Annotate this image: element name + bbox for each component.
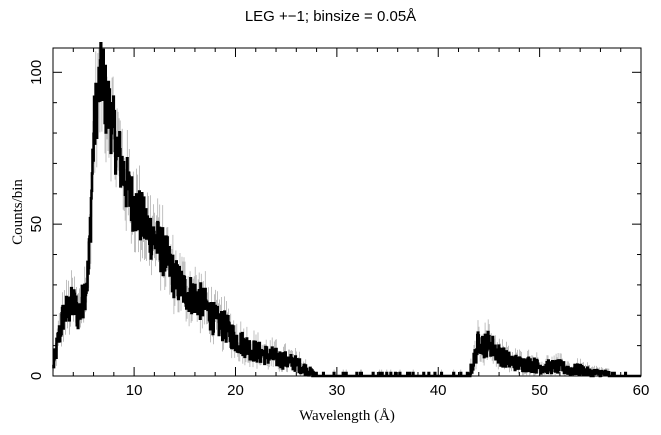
axis-ticks bbox=[52, 48, 642, 377]
x-tick-label: 30 bbox=[329, 382, 346, 399]
spectrum-line bbox=[52, 42, 641, 378]
y-axis-label: Counts/bin bbox=[10, 179, 26, 245]
x-tick-label: 50 bbox=[531, 382, 548, 399]
tick-labels: 10 20 30 40 50 60 0 50 100 bbox=[28, 60, 649, 399]
y-tick-label: 0 bbox=[28, 372, 45, 380]
y-tick-label: 100 bbox=[28, 60, 45, 85]
x-tick-label: 10 bbox=[126, 382, 143, 399]
x-tick-label: 60 bbox=[633, 382, 650, 399]
plot-frame bbox=[52, 47, 642, 377]
y-tick-label: 50 bbox=[28, 216, 45, 233]
x-axis-label: Wavelength (Å) bbox=[299, 408, 395, 424]
x-tick-label: 20 bbox=[227, 382, 244, 399]
chart-title: LEG +−1; binsize = 0.05Å bbox=[244, 8, 417, 25]
x-tick-label: 40 bbox=[430, 382, 447, 399]
